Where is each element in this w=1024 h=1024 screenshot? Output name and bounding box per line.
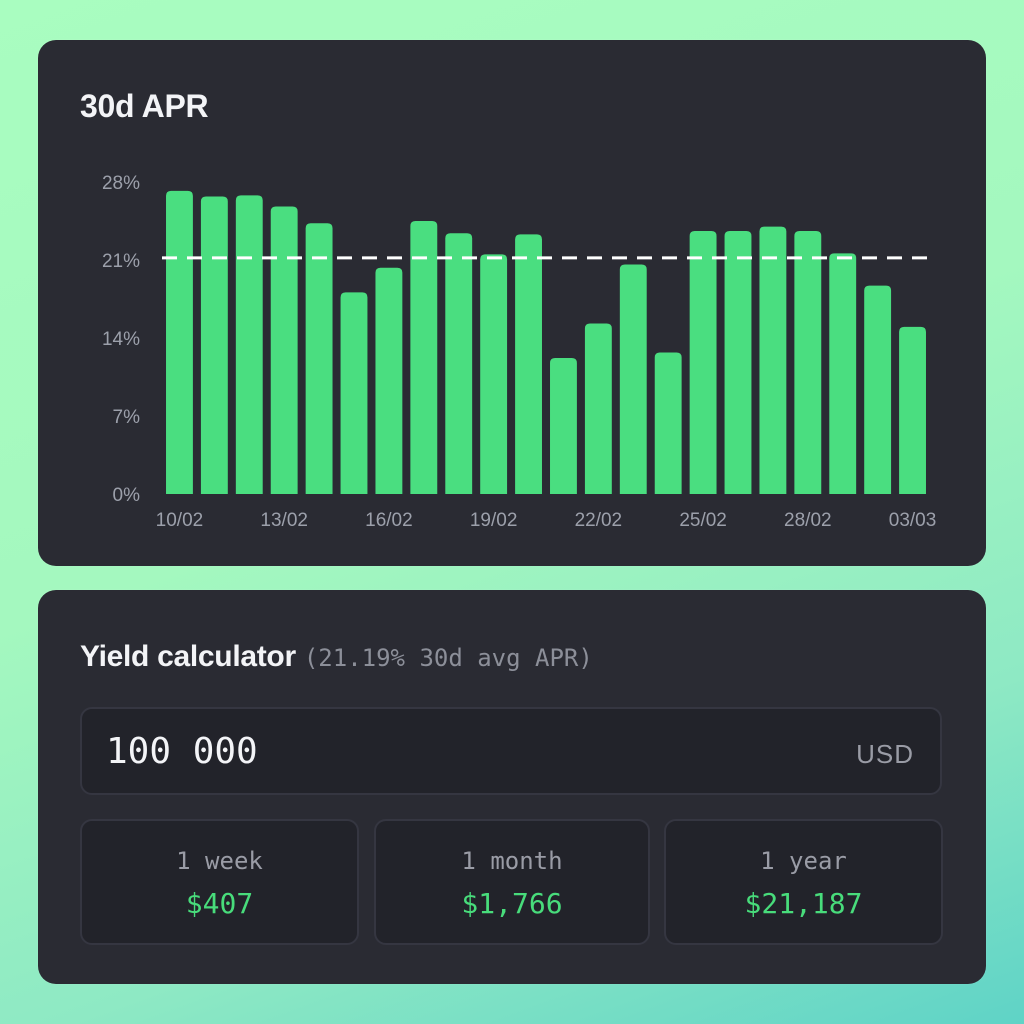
result-year: 1 year $21,187 [664, 819, 943, 945]
x-tick-label: 10/02 [156, 510, 204, 531]
x-tick-label: 22/02 [575, 510, 623, 531]
x-tick-label: 16/02 [365, 510, 413, 531]
bar-15-02 [340, 292, 368, 494]
amount-value: 100 000 [106, 731, 258, 772]
chart-title: 30d APR [80, 88, 209, 124]
x-tick-label: 19/02 [470, 510, 518, 531]
bar-13-02 [270, 206, 298, 494]
bar-02-03 [864, 285, 892, 494]
result-month: 1 month $1,766 [374, 819, 650, 945]
bar-11-02 [200, 196, 228, 494]
y-tick-label: 0% [113, 485, 141, 506]
bar-26-02 [724, 231, 752, 494]
result-label: 1 year [760, 847, 847, 875]
amount-input[interactable]: 100 000 USD [80, 707, 942, 795]
apr-bar-chart: 0% 7% 14% 21% 28% 10/02 13/02 16/02 19/02 22/02 25… [102, 173, 937, 531]
result-label: 1 month [461, 847, 563, 875]
y-tick-label: 21% [102, 251, 140, 272]
bar-12-02 [235, 195, 263, 494]
y-tick-label: 14% [102, 329, 140, 350]
y-tick-label: 28% [102, 173, 140, 194]
bar-19-02 [480, 254, 508, 494]
bar-27-02 [759, 226, 787, 495]
currency-label: USD [856, 739, 914, 769]
bar-21-02 [550, 358, 577, 494]
x-tick-label: 25/02 [679, 510, 727, 531]
bar-17-02 [410, 221, 438, 494]
bar-24-02 [654, 352, 682, 494]
bar-03-03 [899, 326, 926, 494]
bar-20-02 [515, 234, 542, 494]
calculator-subtitle: (21.19% 30d avg APR) [303, 644, 593, 672]
calculator-header: Yield calculator (21.19% 30d avg APR) [80, 640, 593, 674]
bar-25-02 [689, 231, 717, 494]
bar-23-02 [619, 264, 647, 494]
result-label: 1 week [176, 847, 263, 875]
yield-calculator-card: Yield calculator (21.19% 30d avg APR) 100… [38, 590, 986, 984]
calculator-title: Yield calculator [80, 640, 296, 673]
bar-28-02 [794, 231, 822, 494]
bar-16-02 [375, 267, 403, 494]
x-tick-label: 28/02 [784, 510, 832, 531]
result-value: $407 [185, 887, 254, 920]
result-value: $1,766 [461, 887, 563, 920]
bar-18-02 [445, 233, 473, 494]
y-tick-label: 7% [113, 407, 141, 428]
bar-22-02 [584, 323, 612, 494]
bar-14-02 [305, 223, 333, 494]
bar-10-02 [166, 190, 193, 494]
result-value: $21,187 [744, 887, 863, 920]
result-week: 1 week $407 [80, 819, 359, 945]
apr-chart-card: 30d APR 0% 7% 14% 21% 28% 10/02 13/02 16/02 19/0… [38, 40, 986, 566]
bar-01-03 [829, 253, 857, 494]
x-tick-label: 13/02 [260, 510, 308, 531]
x-tick-label: 03/03 [889, 510, 937, 531]
